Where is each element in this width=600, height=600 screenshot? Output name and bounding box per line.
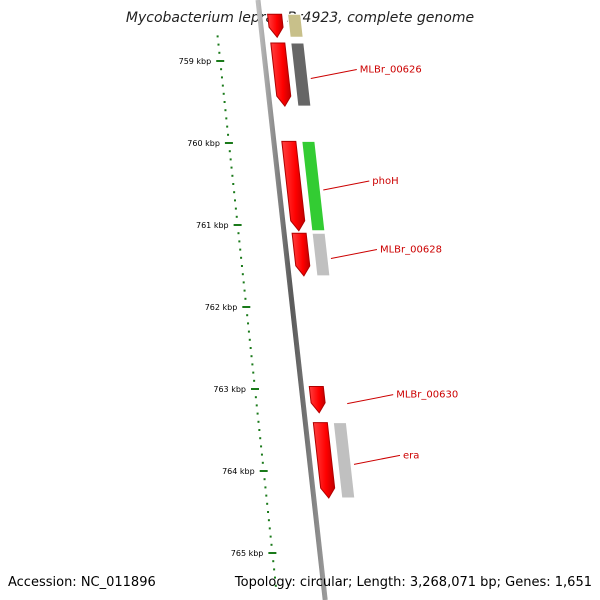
cds-arrow (312, 422, 336, 499)
gene-feature (291, 232, 331, 277)
position-ruler: 759 kbp 760 kbp 761 kbp 762 kbp 763 kbp 764 k… (179, 35, 277, 587)
label-leader-line (310, 69, 357, 80)
accession-text: Accession: NC_011896 (8, 575, 156, 590)
gene-feature (308, 386, 326, 414)
label-leader-line (323, 180, 370, 191)
gene-bar (287, 13, 304, 38)
ruler-label: 759 kbp (179, 57, 212, 66)
label-leader-line (347, 394, 394, 405)
cds-arrow (267, 13, 284, 39)
cds-arrow (281, 140, 306, 232)
gene-label: MLBr_00626 (360, 65, 422, 76)
genome-summary-text: Topology: circular; Length: 3,268,071 bp… (234, 575, 592, 590)
ruler-label: 765 kbp (231, 549, 264, 558)
gene-bar (311, 232, 331, 277)
gene-label: MLBr_00628 (380, 245, 442, 256)
cds-arrow (308, 386, 326, 414)
gene-label: MLBr_00630 (396, 390, 458, 401)
ruler-label: 763 kbp (213, 385, 246, 394)
gene-feature (267, 13, 304, 39)
ruler-label: 762 kbp (205, 303, 238, 312)
gene-label: era (403, 450, 419, 461)
gene-bar (290, 42, 312, 107)
ruler-label: 760 kbp (187, 139, 220, 148)
gene-label: phoH (372, 176, 398, 187)
cds-arrow (291, 232, 311, 277)
ruler-label: 761 kbp (196, 221, 229, 230)
genome-backbone (255, 0, 328, 600)
gene-feature (312, 422, 356, 499)
gene-bar (301, 140, 326, 232)
label-leader-line (330, 249, 378, 260)
ruler-label: 764 kbp (222, 467, 255, 476)
gene-bar (332, 422, 356, 499)
gene-feature (270, 42, 312, 107)
feature-track (267, 13, 356, 499)
cds-arrow (270, 42, 292, 107)
label-leader-line (353, 454, 401, 465)
gene-feature (281, 140, 326, 232)
